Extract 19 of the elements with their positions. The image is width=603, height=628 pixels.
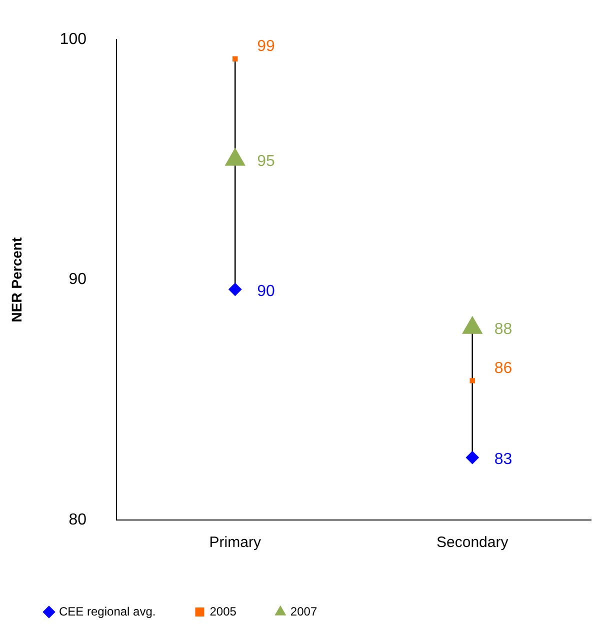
data-label: 99 [257,38,276,56]
legend-label: CEE regional avg. [59,604,156,618]
point [228,282,242,296]
x-tick-label: Secondary [436,534,509,552]
x-tick-label: Primary [209,534,262,552]
data-label: 95 [257,153,276,170]
point [232,56,238,62]
data-label: 86 [494,360,512,378]
y-axis-title: NER Percent [8,237,24,322]
legend-label: 2005 [210,604,237,618]
data-label: 88 [494,321,512,338]
y-tick-label: 90 [68,271,87,288]
point [466,451,479,464]
point [470,378,475,384]
data-label: 90 [257,282,276,300]
data-label: 83 [494,450,512,468]
y-tick-label: 80 [68,511,87,528]
legend-label: 2007 [290,604,318,618]
y-tick-label: 100 [60,31,87,48]
